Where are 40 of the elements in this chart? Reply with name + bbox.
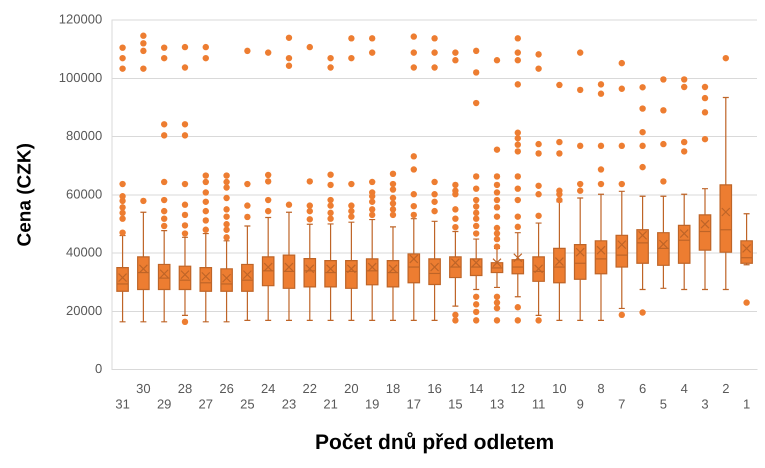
x-tick-label: 27 [198, 396, 214, 412]
x-tick-label: 7 [618, 396, 626, 412]
x-tick-label: 23 [282, 396, 296, 412]
x-tick-label: 28 [178, 380, 192, 396]
x-tick-label: 8 [597, 380, 605, 396]
x-tick-label: 17 [406, 396, 422, 412]
x-tick-label: 10 [552, 380, 567, 396]
x-tick-label: 22 [302, 380, 318, 396]
x-tick-label: 14 [468, 380, 484, 396]
y-tick-label: 60000 [66, 186, 102, 202]
x-tick-label: 18 [386, 380, 400, 396]
x-tick-label: 31 [115, 396, 130, 412]
x-tick-label: 30 [136, 380, 151, 396]
y-tick-label: 120000 [58, 12, 102, 27]
x-tick-label: 21 [323, 396, 338, 412]
x-tick-label: 20 [344, 380, 359, 396]
x-axis-title: Počet dnů před odletem [314, 431, 554, 454]
x-tick-label: 1 [742, 396, 750, 412]
x-tick-label: 4 [680, 380, 688, 396]
y-tick-label: 100000 [58, 70, 102, 85]
x-tick-label: 13 [490, 396, 504, 412]
x-tick-label: 9 [576, 396, 584, 412]
x-tick-label: 29 [156, 396, 172, 412]
x-tick-label: 16 [427, 380, 442, 396]
y-tick-label: 20000 [66, 302, 102, 318]
x-tick-label: 25 [240, 396, 255, 412]
y-tick-label: 0 [94, 361, 102, 376]
x-tick-label: 6 [638, 380, 646, 396]
x-tick-label: 26 [219, 380, 234, 396]
x-tick-label: 19 [364, 396, 380, 412]
x-tick-label: 11 [532, 396, 546, 412]
x-tick-label: 5 [660, 396, 668, 412]
x-tick-label: 3 [701, 396, 709, 412]
y-tick-label: 40000 [66, 244, 102, 260]
x-tick-label: 2 [722, 380, 730, 396]
x-tick-label: 15 [448, 396, 463, 412]
x-tick-label: 12 [510, 380, 526, 396]
y-axis-title: Cena (CZK) [14, 143, 36, 247]
y-tick-label: 80000 [66, 128, 102, 144]
x-tick-label: 24 [260, 380, 276, 396]
